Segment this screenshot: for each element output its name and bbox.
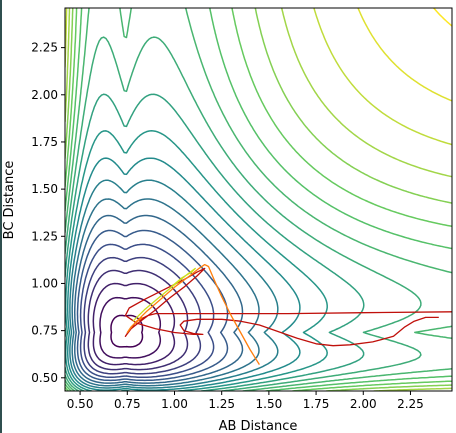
x-axis-ticks: 0.50 0.75 1.00 1.25 1.50 1.75 2.00 2.25 — [67, 391, 424, 411]
contour-level-line — [71, 198, 260, 387]
x-tick-label: 2.25 — [397, 397, 424, 411]
contour-level-line — [65, 8, 452, 391]
x-tick-label: 1.25 — [208, 397, 235, 411]
contour-level-line — [110, 314, 144, 348]
x-tick-label: 1.00 — [161, 397, 188, 411]
x-tick-label: 0.50 — [67, 397, 94, 411]
y-tick-label: 2.25 — [31, 41, 58, 55]
x-tick-label: 1.50 — [256, 397, 283, 411]
y-tick-label: 0.50 — [31, 371, 58, 385]
trajectory-lines — [124, 263, 452, 365]
contour-lines — [65, 8, 452, 391]
contour-level-line — [357, 8, 452, 102]
contour-level-line — [65, 130, 328, 391]
contour-level-line — [73, 214, 244, 384]
y-tick-label: 1.25 — [31, 229, 58, 243]
y-tick-label: 0.75 — [31, 324, 58, 338]
contour-level-line — [65, 93, 365, 391]
plot-frame — [64, 7, 453, 392]
x-tick-label: 0.75 — [114, 397, 141, 411]
y-tick-label: 2.00 — [31, 88, 58, 102]
y-axis-ticks: 0.50 0.75 1.00 1.25 1.50 1.75 2.00 2.25 — [31, 41, 65, 385]
contour-level-line — [69, 179, 279, 389]
contour-level-line — [66, 157, 301, 391]
contour-level-line — [65, 8, 452, 391]
y-tick-label: 1.75 — [31, 135, 58, 149]
contour-level-line — [76, 229, 229, 382]
trajectory-line — [132, 267, 196, 322]
contour-level-line — [83, 256, 202, 375]
window-edge-strip — [0, 0, 2, 433]
contour-level-line — [65, 8, 452, 391]
y-tick-label: 1.50 — [31, 182, 58, 196]
plot-background — [65, 8, 452, 391]
contour-level-line — [79, 243, 215, 379]
x-axis-label: AB Distance — [219, 419, 298, 433]
y-axis-label: BC Distance — [2, 161, 17, 240]
contour-level-line — [87, 269, 189, 371]
trajectory-line — [126, 263, 260, 365]
contour-level-line — [92, 282, 176, 366]
contour-level-line — [65, 36, 422, 391]
contour-level-line — [99, 296, 162, 359]
x-tick-label: 1.75 — [303, 397, 330, 411]
contour-level-line — [65, 8, 452, 391]
x-tick-label: 2.00 — [350, 397, 377, 411]
y-tick-label: 1.00 — [31, 276, 58, 290]
